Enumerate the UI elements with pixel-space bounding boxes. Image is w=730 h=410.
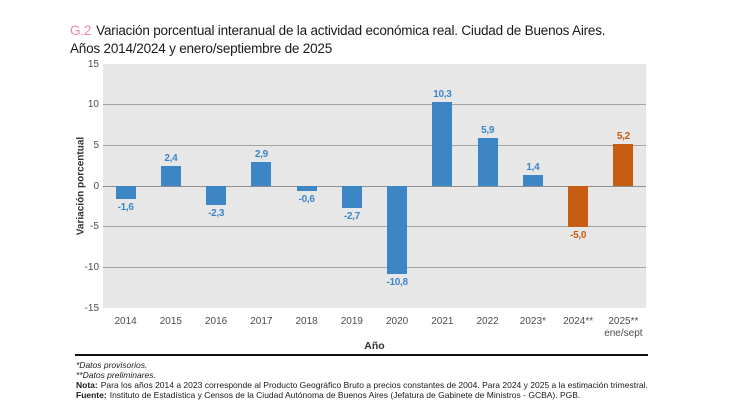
figure-number-tag: G.2 [70,22,92,38]
chart-title-line1: Variación porcentual interanual de la ac… [96,22,606,38]
bar-2019 [341,186,362,208]
bar-2020 [387,186,408,274]
bar-2023 [522,174,543,186]
gridline [103,104,646,106]
y-tick-label: -5 [90,221,99,233]
chart-title-line2: Años 2014/2024 y enero/septiembre de 202… [70,40,332,56]
note-fuente-label: Fuente: [76,390,107,400]
bar-2018 [296,186,317,191]
bar-2022 [477,138,498,186]
bar-2015 [160,166,181,186]
y-tick-label: -15 [84,302,99,314]
bar-value-label: -2,7 [343,210,360,222]
x-tick-label: 2020 [386,316,409,327]
x-tick-label: 2024** [563,316,594,327]
bar-2021 [432,102,453,186]
y-tick-label: 15 [87,58,99,70]
note-preliminary: **Datos preliminares. [76,370,156,380]
bar-value-label: -5,0 [570,229,587,241]
bar-2025 [613,143,634,186]
bar-2016 [206,186,227,205]
y-tick-label: 10 [87,99,99,111]
note-nota: Nota: Para los años 2014 a 2023 correspon… [76,380,676,390]
chart-title: G.2 Variación porcentual interanual de la… [70,22,690,58]
x-tick-label: 2018 [295,316,318,327]
bar-value-label: -1,6 [117,202,134,213]
x-tick-label: 2022 [476,316,499,327]
bar-value-label: 1,4 [526,161,540,173]
note-nota-text: Para los años 2014 a 2023 corresponde al… [100,380,648,390]
x-tick-label: 2016 [205,316,228,327]
zero-gridline [103,185,646,187]
x-axis-title: Año [364,340,385,352]
gridline [103,266,646,268]
note-fuente: Fuente: Instituto de Estadística y Censos… [76,390,676,400]
bar-2024 [568,186,589,227]
y-tick-label: -10 [84,261,99,273]
note-nota-label: Nota: [76,380,98,390]
bar-value-label: 10,3 [433,89,452,101]
y-tick-label: 5 [93,139,99,151]
footnotes: *Datos provisorios. **Datos preliminares… [76,360,676,400]
x-tick-label: 2014 [114,316,137,327]
note-fuente-text: Instituto de Estadística y Censos de la … [109,390,581,400]
bar-value-label: -0,6 [298,193,315,205]
footer-divider [75,354,648,356]
x-tick-label: 2015 [159,316,182,327]
gridline [103,226,646,228]
bar-2014 [115,186,136,199]
gridline [103,144,646,146]
bar-value-label: 2,4 [164,153,178,165]
note-provisional: *Datos provisorios. [76,360,148,370]
y-tick-label: 0 [93,180,99,192]
x-tick-label: 2019 [340,316,363,327]
x-tick-label: 2025** ene/sept [604,316,643,339]
bar-value-label: 5,9 [481,125,495,136]
plot-area [103,64,646,308]
bar-value-label: -10,8 [386,276,408,288]
bar-value-label: -2,3 [208,207,225,219]
bar-value-label: 2,9 [254,149,268,161]
x-tick-label: 2021 [431,316,454,327]
bar-2017 [251,162,272,186]
x-tick-label: 2017 [250,316,273,327]
x-tick-label: 2023* [519,316,546,327]
bar-value-label: 5,2 [616,130,630,142]
